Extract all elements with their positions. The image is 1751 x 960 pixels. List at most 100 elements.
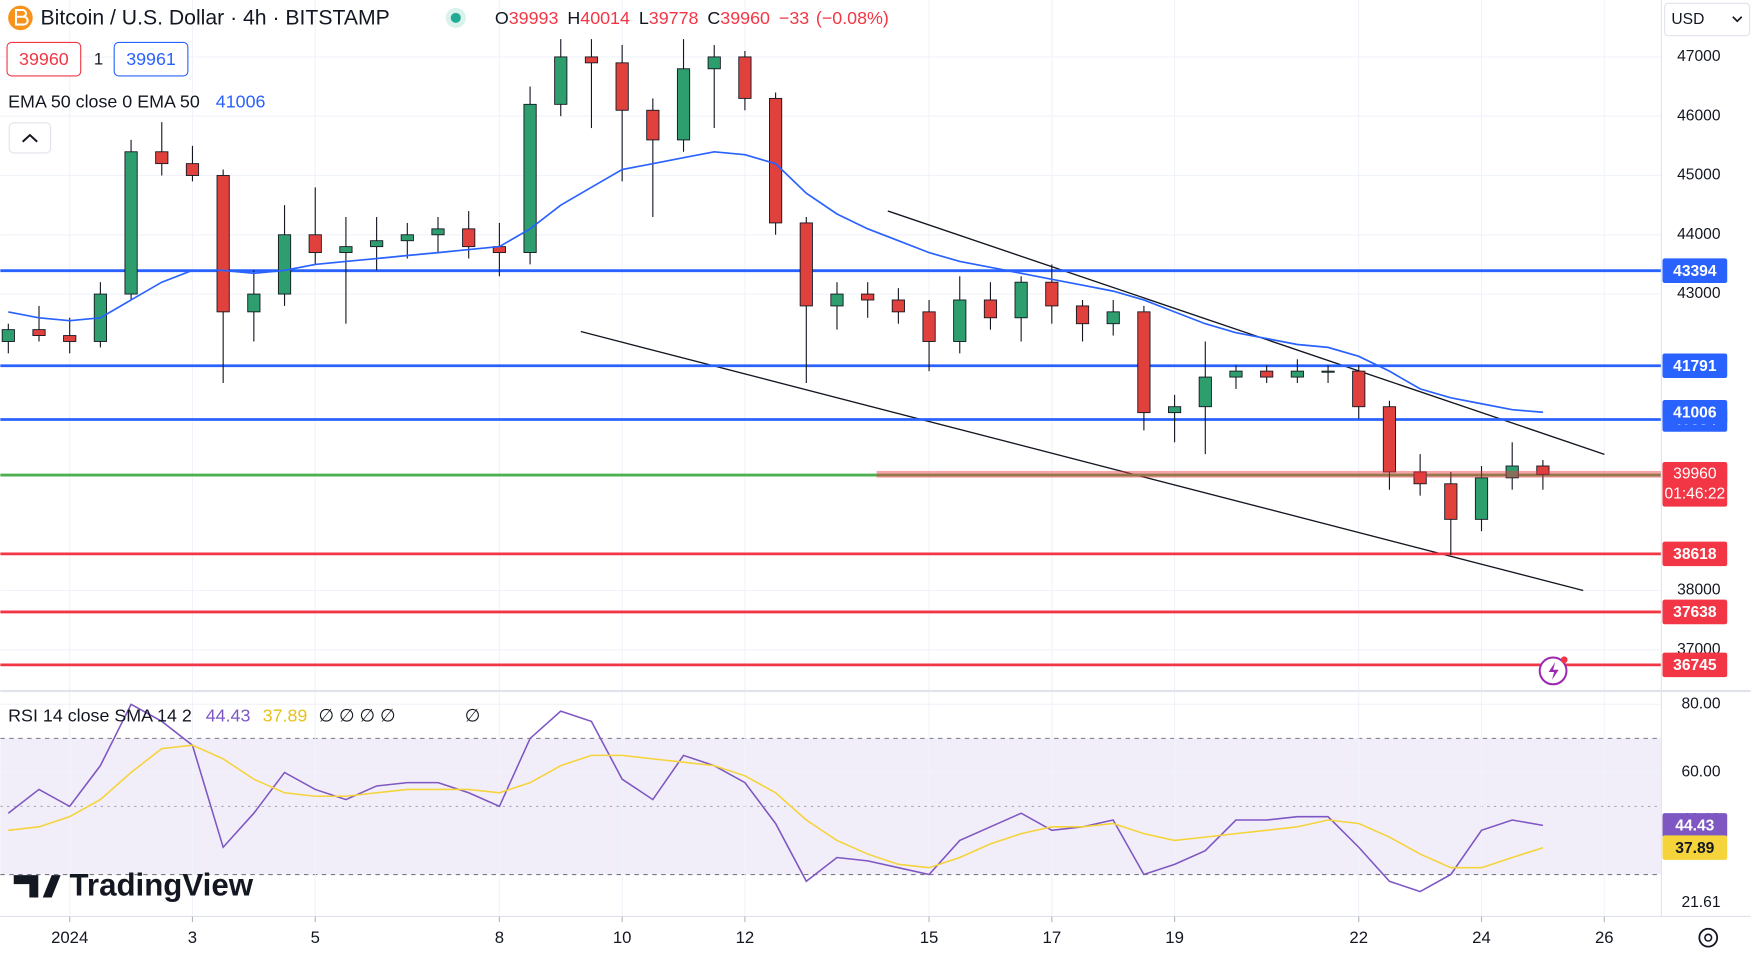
y-tick-label: 45000 xyxy=(1677,167,1721,184)
buy-button[interactable] xyxy=(113,41,189,77)
candle-body xyxy=(1,329,15,342)
countdown: 01:46:22 xyxy=(1664,486,1725,503)
ohlc-value: 40014 xyxy=(580,8,630,28)
ohlc-value: 39960 xyxy=(720,8,770,28)
series-line xyxy=(8,150,1543,414)
sell-button[interactable] xyxy=(6,41,82,77)
rsi-value-label-box xyxy=(1662,835,1728,860)
series-line xyxy=(7,703,1544,893)
currency-select[interactable] xyxy=(1664,2,1751,37)
series-line xyxy=(8,744,1544,869)
candle-body xyxy=(124,151,138,295)
order-quantity: 1 xyxy=(94,50,103,69)
change-percent: (−0.08%) xyxy=(816,8,889,28)
x-tick-label: 2024 xyxy=(51,928,88,947)
level-label-box xyxy=(1662,599,1728,625)
rsi-empty-values: ∅ ∅ ∅ ∅ xyxy=(318,705,395,725)
candle-body xyxy=(1474,477,1489,520)
candle-body xyxy=(1505,465,1519,479)
candle-body xyxy=(922,311,936,342)
marks-layer xyxy=(0,39,1662,893)
rsi-value-label: 44.43 xyxy=(1675,818,1714,835)
candle-body xyxy=(1198,376,1212,408)
last-price-label: 39960 xyxy=(1673,465,1717,482)
alert-glyph xyxy=(1548,661,1559,680)
y-tick-label: 47000 xyxy=(1677,48,1721,65)
candle-body xyxy=(615,62,629,111)
x-tick-label: 17 xyxy=(1043,928,1062,947)
logo-mark xyxy=(42,875,61,898)
y-tick-label: 60.00 xyxy=(1681,764,1720,781)
y-tick-label: 43000 xyxy=(1677,285,1721,302)
rsi-legend-value: 44.43 xyxy=(206,705,251,725)
back-layer xyxy=(0,0,1662,916)
candle-body xyxy=(1168,406,1182,414)
candle-body xyxy=(1075,305,1090,325)
x-tick-label: 22 xyxy=(1349,928,1368,947)
candle-body xyxy=(400,234,414,242)
level-label-box xyxy=(1662,258,1728,283)
level-label: 43394 xyxy=(1673,263,1717,280)
x-tick-label: 5 xyxy=(311,928,320,947)
last-price-box xyxy=(1662,462,1728,507)
candle-body xyxy=(308,234,322,254)
x-tick-label: 8 xyxy=(495,928,504,947)
candle-body xyxy=(1290,370,1304,378)
candle-body xyxy=(1106,311,1120,325)
level-label: 37638 xyxy=(1673,604,1717,621)
rsi-empty-value: ∅ xyxy=(465,705,481,725)
currency: USD xyxy=(1671,11,1704,28)
settings-glyph xyxy=(1704,933,1713,942)
level-label: 38618 xyxy=(1673,546,1717,563)
ema-legend: EMA 50 close 0 EMA 50 xyxy=(8,91,200,111)
change: −33 xyxy=(779,8,809,28)
ohlc-key: O xyxy=(495,8,509,28)
rsi-sma-legend-value: 37.89 xyxy=(263,705,308,725)
ohlc-key: H xyxy=(567,8,580,28)
x-tick-label: 19 xyxy=(1165,928,1184,947)
ohlc-key: C xyxy=(707,8,720,28)
candle-body xyxy=(1137,311,1151,414)
rsi-value-label-box xyxy=(1662,813,1728,838)
candle-body xyxy=(155,151,169,165)
level-label-box xyxy=(1662,541,1728,567)
candle-body xyxy=(830,293,844,307)
symbol-title: Bitcoin / U.S. Dollar · 4h · BITSTAMP xyxy=(41,7,390,30)
candle-body xyxy=(1352,370,1366,408)
candle-body xyxy=(769,97,783,224)
candle-body xyxy=(1321,370,1335,373)
candle-body xyxy=(953,299,967,342)
x-tick-label: 26 xyxy=(1595,928,1614,947)
candle-body xyxy=(277,234,292,295)
ohlc-legend: O39993 H40014 L39778 C39960 −33 (−0.08%) xyxy=(495,8,889,28)
logo-mark xyxy=(13,875,39,898)
candle-body xyxy=(983,299,998,319)
candle-body xyxy=(799,222,813,307)
last-price-band xyxy=(876,470,1662,478)
ema-legend-value: 41006 xyxy=(216,91,266,111)
rsi-value-label: 37.89 xyxy=(1675,840,1714,857)
chevron-down xyxy=(1732,16,1743,23)
collapse-button[interactable] xyxy=(8,122,52,154)
level-label-box xyxy=(1662,652,1728,678)
coin-glyph xyxy=(14,9,29,26)
candle-body xyxy=(1045,281,1059,307)
ohlc-key: L xyxy=(639,8,649,28)
candle-body xyxy=(646,109,660,141)
y-tick-label: 80.00 xyxy=(1681,695,1720,712)
candle-body xyxy=(1229,370,1243,378)
candle-body xyxy=(247,293,261,313)
settings-button[interactable] xyxy=(1698,927,1719,948)
candle-body xyxy=(1382,406,1397,473)
buy-price: 39961 xyxy=(126,49,176,69)
x-tick-label: 10 xyxy=(613,928,632,947)
x-tick-label: 24 xyxy=(1472,928,1491,947)
ema-label: 41006 xyxy=(1673,405,1717,422)
candle-body xyxy=(861,293,875,301)
level-label: 36745 xyxy=(1673,657,1717,674)
candle-body xyxy=(523,103,537,254)
